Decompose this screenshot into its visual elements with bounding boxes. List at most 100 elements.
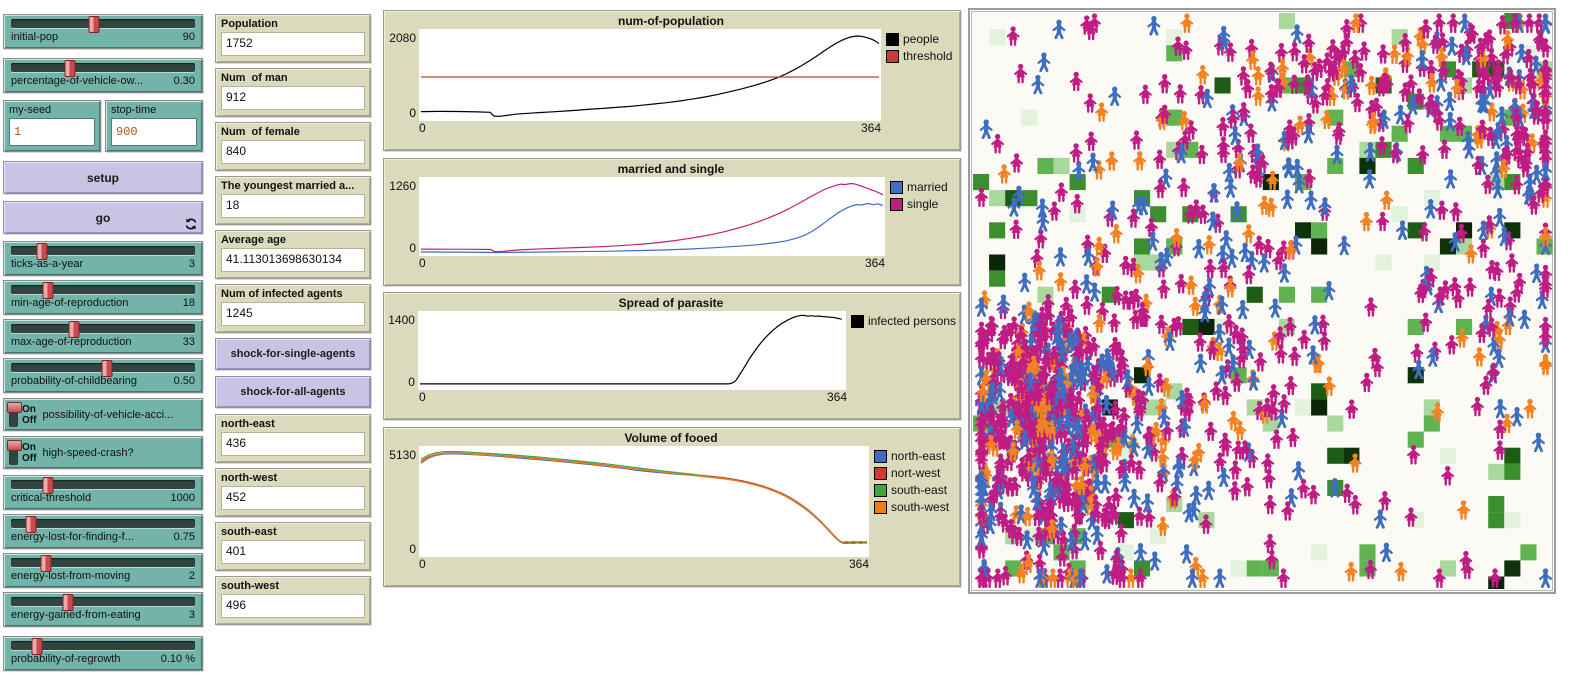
switch-toggle[interactable] xyxy=(7,439,22,465)
slider-thumb[interactable] xyxy=(40,555,52,572)
legend-item: south-west xyxy=(874,500,956,514)
shock-for-all-agents-button[interactable]: shock-for-all-agents xyxy=(215,376,371,408)
slider-track[interactable] xyxy=(11,477,195,494)
series-single xyxy=(420,182,884,253)
person-agent-magenta xyxy=(1158,73,1172,94)
person-agent-magenta xyxy=(1068,279,1082,300)
slider-initial-pop[interactable]: initial-pop 90 xyxy=(3,14,203,49)
slider-min-age-of-reproduction[interactable]: min-age-of-reproduction 18 xyxy=(3,280,203,315)
monitor-label: south-west xyxy=(221,580,280,592)
monitor-average-age: Average age 41.113013698630134 xyxy=(215,230,371,279)
slider-thumb[interactable] xyxy=(42,477,54,494)
person-agent-blue xyxy=(1181,544,1192,562)
grass-patch xyxy=(989,190,1006,207)
person-agent-magenta xyxy=(1133,506,1146,527)
person-agent-magenta xyxy=(1009,219,1023,240)
slider-critical-threshold[interactable]: critical-threshold 1000 xyxy=(3,475,203,510)
slider-thumb[interactable] xyxy=(31,638,43,655)
grass-patch xyxy=(989,222,1006,239)
person-agent-magenta xyxy=(1034,228,1048,249)
series-married xyxy=(420,202,884,254)
switch-high-speed-crash[interactable]: On Off high-speed-crash? xyxy=(3,436,203,469)
slider-label: probability-of-childbearing xyxy=(11,375,137,387)
slider-max-age-of-reproduction[interactable]: max-age-of-reproduction 33 xyxy=(3,319,203,354)
go-button[interactable]: go xyxy=(3,201,203,234)
legend-item: people xyxy=(886,32,956,46)
monitor-value: 1752 xyxy=(221,32,365,56)
slider-thumb[interactable] xyxy=(42,282,54,299)
person-agent-magenta xyxy=(1445,334,1459,355)
person-agent-magenta xyxy=(1493,440,1507,460)
slider-track[interactable] xyxy=(11,360,195,377)
slider-percentage-of-vehicle-owners[interactable]: percentage-of-vehicle-ow... 0.30 xyxy=(3,58,203,93)
person-agent-orange xyxy=(1196,64,1210,85)
person-agent-blue xyxy=(1194,239,1205,257)
person-agent-magenta xyxy=(1252,235,1266,256)
legend-item: north-east xyxy=(874,449,956,463)
monitor-value: 452 xyxy=(221,486,365,510)
slider-track[interactable] xyxy=(11,594,195,611)
agent-layer xyxy=(975,13,1552,588)
person-agent-magenta xyxy=(1083,92,1097,113)
person-agent-blue xyxy=(1531,263,1542,281)
grass-patch xyxy=(1198,318,1215,335)
slider-track[interactable] xyxy=(11,282,195,299)
slider-thumb[interactable] xyxy=(68,321,80,338)
grass-patch xyxy=(1504,512,1521,529)
slider-value: 3 xyxy=(188,258,195,270)
person-agent-magenta xyxy=(1479,375,1493,396)
slider-probability-of-childbearing[interactable]: probability-of-childbearing 0.50 xyxy=(3,358,203,393)
person-agent-blue xyxy=(1306,190,1317,208)
person-agent-blue xyxy=(1187,568,1198,586)
grass-patch xyxy=(1150,528,1167,545)
switch-handle[interactable] xyxy=(7,401,22,413)
slider-energy-lost-for-finding-food[interactable]: energy-lost-for-finding-f... 0.75 xyxy=(3,514,203,549)
slider-track[interactable] xyxy=(11,321,195,338)
slider-ticks-as-a-year[interactable]: ticks-as-a-year 3 xyxy=(3,241,203,276)
person-agent-blue xyxy=(1533,433,1544,451)
person-agent-magenta xyxy=(1438,139,1451,160)
slider-thumb[interactable] xyxy=(88,16,100,33)
person-agent-magenta xyxy=(1449,201,1463,222)
slider-thumb[interactable] xyxy=(101,360,113,377)
slider-value: 0.50 xyxy=(173,375,195,387)
plot-married-and-single: married and single 1260 0 married single… xyxy=(383,158,961,286)
slider-thumb[interactable] xyxy=(36,243,48,260)
stop-time-field[interactable] xyxy=(111,118,197,146)
plot-area xyxy=(419,177,885,256)
my-seed-field[interactable] xyxy=(9,118,95,146)
person-agent-blue xyxy=(1195,354,1206,372)
person-agent-magenta xyxy=(1297,329,1311,350)
slider-track[interactable] xyxy=(11,516,195,533)
shock-for-single-agents-button[interactable]: shock-for-single-agents xyxy=(215,338,371,370)
world-view xyxy=(968,8,1556,594)
grass-patch xyxy=(1021,109,1038,126)
grass-patch xyxy=(1278,13,1295,30)
grass-patch xyxy=(1150,206,1167,223)
slider-track[interactable] xyxy=(11,60,195,77)
slider-energy-lost-from-moving[interactable]: energy-lost-from-moving 2 xyxy=(3,553,203,588)
slider-track[interactable] xyxy=(11,555,195,572)
slider-probability-of-regrowth[interactable]: probability-of-regrowth 0.10 % xyxy=(3,636,203,671)
slider-track[interactable] xyxy=(11,16,195,33)
slider-thumb[interactable] xyxy=(64,60,76,77)
switch-handle[interactable] xyxy=(7,439,22,451)
monitor-value: 496 xyxy=(221,594,365,618)
person-agent-magenta xyxy=(1376,211,1390,232)
switch-possibility-of-vehicle-accident[interactable]: On Off possibility-of-vehicle-acci... xyxy=(3,398,203,431)
slider-thumb[interactable] xyxy=(25,516,37,533)
slider-label: energy-gained-from-eating xyxy=(11,609,141,621)
grass-patch xyxy=(1246,560,1263,577)
monitor-num-infected-agents: Num of infected agents 1245 xyxy=(215,284,371,333)
person-agent-blue xyxy=(1149,16,1160,34)
switch-toggle[interactable] xyxy=(7,401,22,427)
slider-thumb[interactable] xyxy=(62,594,74,611)
slider-track[interactable] xyxy=(11,638,195,655)
x-min-label: 0 xyxy=(419,121,426,135)
slider-track[interactable] xyxy=(11,243,195,260)
person-agent-magenta xyxy=(1194,84,1208,105)
person-agent-blue xyxy=(1109,87,1120,105)
slider-energy-gained-from-eating[interactable]: energy-gained-from-eating 3 xyxy=(3,592,203,627)
person-agent-orange xyxy=(1472,346,1486,367)
setup-button[interactable]: setup xyxy=(3,161,203,194)
